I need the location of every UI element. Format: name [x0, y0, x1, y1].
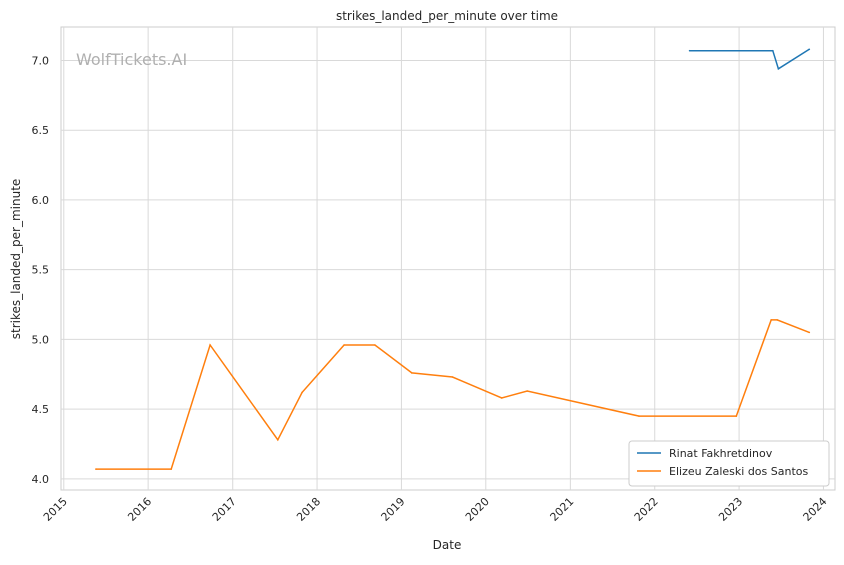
- data-point: [777, 68, 780, 70]
- series-line-1: [95, 319, 810, 470]
- data-point: [770, 319, 772, 321]
- data-point: [451, 376, 454, 378]
- data-point: [374, 344, 376, 346]
- data-point: [808, 48, 811, 51]
- x-axis-title: Date: [433, 538, 462, 552]
- data-point: [209, 344, 211, 346]
- data-point: [776, 319, 778, 321]
- x-tick-label: 2015: [41, 495, 70, 524]
- x-tick-label: 2019: [379, 495, 408, 524]
- data-point: [688, 49, 691, 52]
- chart-title: strikes_landed_per_minute over time: [336, 9, 558, 23]
- legend-label-rinat: Rinat Fakhretdinov: [669, 447, 773, 460]
- series-layer: [95, 48, 811, 470]
- x-tick-label: 2017: [210, 495, 239, 524]
- x-tick-label: 2023: [716, 495, 745, 524]
- y-tick-label: 4.5: [32, 403, 50, 416]
- x-tick-label: 2020: [463, 495, 492, 524]
- data-point: [808, 331, 811, 334]
- data-point: [170, 468, 172, 470]
- y-axis-title: strikes_landed_per_minute: [9, 179, 23, 340]
- data-point: [343, 344, 345, 346]
- data-point: [277, 439, 279, 441]
- series-line-0: [689, 48, 810, 70]
- data-point: [735, 415, 738, 417]
- x-tick-label: 2022: [632, 495, 661, 524]
- y-tick-label: 6.5: [32, 124, 50, 137]
- y-tick-label: 7.0: [32, 54, 50, 67]
- x-tick-label: 2024: [801, 495, 830, 524]
- x-tick-label: 2021: [548, 495, 577, 524]
- y-tick-label: 4.0: [32, 473, 50, 486]
- y-tick-label: 5.5: [32, 264, 50, 277]
- legend-label-elizeu: Elizeu Zaleski dos Santos: [669, 465, 809, 478]
- y-tick-label: 5.0: [32, 333, 50, 346]
- data-point: [526, 390, 528, 392]
- legend: Rinat Fakhretdinov Elizeu Zaleski dos Sa…: [628, 440, 830, 487]
- data-point: [301, 391, 303, 394]
- x-tick-label: 2018: [294, 495, 323, 524]
- x-tick-label: 2016: [125, 495, 154, 524]
- watermark-text: WolfTickets.AI: [76, 50, 187, 69]
- data-point: [95, 468, 97, 470]
- plot-area: [60, 26, 836, 491]
- data-point: [411, 372, 413, 374]
- y-tick-label: 6.0: [32, 194, 50, 207]
- data-point: [500, 397, 503, 399]
- legend-box: [628, 440, 830, 487]
- data-point: [638, 415, 640, 417]
- data-point: [772, 49, 774, 52]
